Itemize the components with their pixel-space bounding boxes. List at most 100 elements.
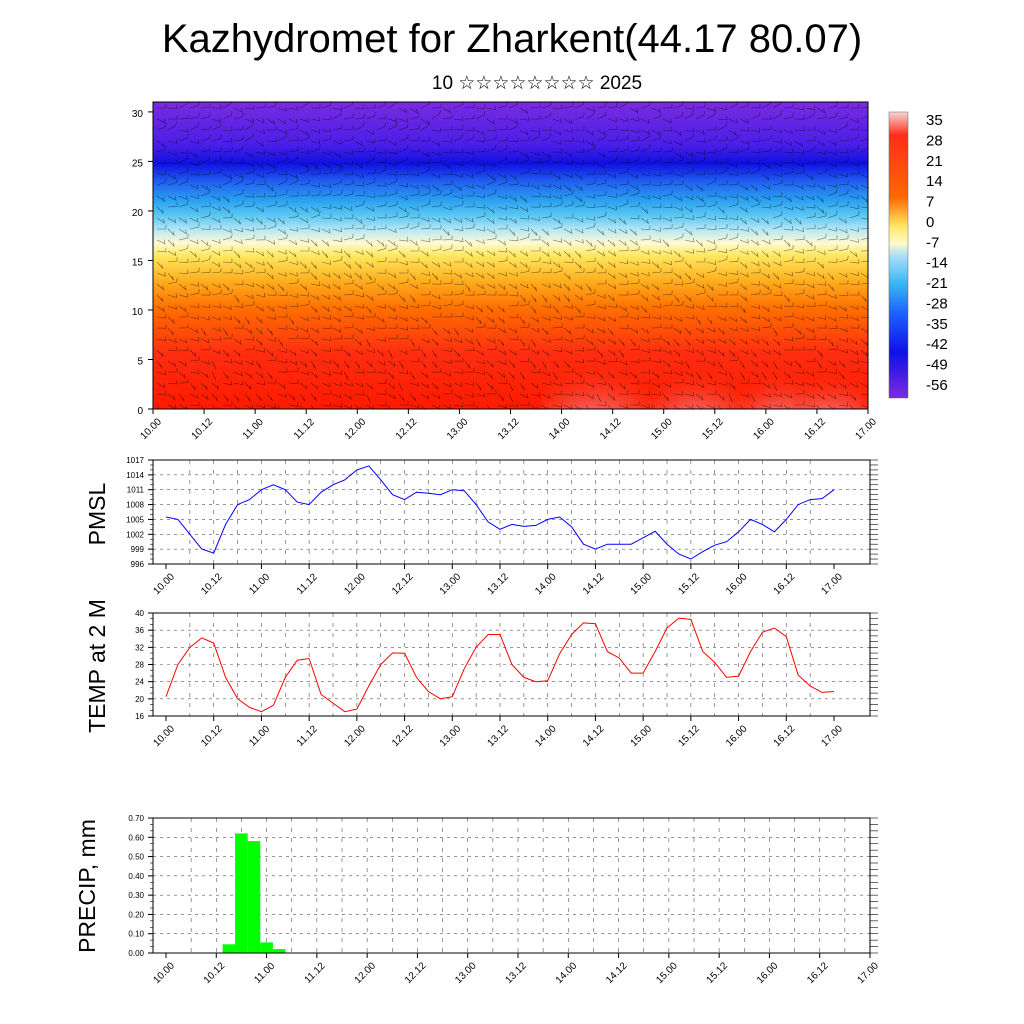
wind-barb [266, 184, 274, 192]
wind-barb [211, 283, 221, 289]
wind-barb [189, 239, 199, 245]
wind-barb [178, 102, 188, 109]
wind-barb [288, 154, 299, 164]
wind-barb [453, 327, 459, 336]
wind-barb [530, 283, 538, 292]
wind-barb [860, 404, 868, 408]
wind-barb [563, 294, 571, 303]
wind-barb [244, 294, 254, 299]
wind-barb [409, 371, 416, 380]
wind-barb [442, 270, 453, 275]
wind-barb [409, 283, 419, 290]
wind-barb [376, 401, 387, 406]
wind-barb [343, 179, 354, 186]
wind-barb [178, 149, 189, 155]
wind-barb [695, 327, 705, 334]
wind-barb [761, 228, 769, 236]
heatmap-y-tick-label: 15 [132, 257, 144, 268]
wind-barb [596, 102, 607, 109]
wind-barb [695, 338, 705, 345]
wind-barb [431, 304, 441, 310]
wind-barb [464, 381, 474, 387]
wind-barb [398, 316, 408, 322]
wind-barb [167, 293, 177, 299]
wind-barb [321, 347, 332, 353]
wind-barb [761, 146, 772, 153]
wind-barb [156, 247, 167, 253]
wind-barb [728, 404, 732, 409]
wind-barb [761, 173, 770, 181]
wind-barb [849, 338, 858, 346]
wind-barb [530, 103, 541, 109]
wind-barb [651, 303, 662, 308]
wind-barb [552, 173, 561, 181]
wind-barb [563, 250, 571, 258]
wind-barb [464, 239, 473, 247]
wind-barb [662, 147, 673, 153]
wind-barb [365, 294, 374, 302]
wind-barb [860, 338, 868, 346]
wind-barb [629, 116, 640, 122]
wind-barb [200, 345, 211, 351]
wind-barb [718, 291, 728, 296]
wind-barb [519, 107, 529, 114]
wind-barb [387, 200, 398, 208]
wind-barb [651, 133, 662, 142]
wind-barb [464, 250, 473, 257]
heatmap-x-tick-label: 10.12 [190, 416, 216, 442]
wind-barb [596, 268, 607, 274]
wind-barb [354, 315, 365, 320]
wind-barb [706, 348, 716, 354]
wind-barb [398, 206, 408, 213]
wind-barb [277, 338, 284, 347]
wind-barb [684, 272, 692, 280]
wind-barb [178, 323, 189, 329]
wind-barb [585, 357, 596, 362]
wind-barb [409, 222, 420, 230]
wind-barb [332, 162, 342, 168]
wind-barb [464, 173, 474, 179]
wind-barb [552, 381, 562, 387]
wind-barb [343, 360, 350, 369]
wind-barb [739, 404, 746, 409]
wind-barb [453, 246, 464, 252]
wind-barb [772, 161, 782, 167]
wind-barb [728, 171, 739, 176]
wind-barb [618, 403, 628, 409]
wind-barb [409, 124, 420, 131]
wind-barb [354, 200, 365, 208]
wind-barb [354, 173, 364, 179]
wind-barb [189, 382, 196, 391]
wind-barb [706, 380, 717, 386]
wind-barb [838, 189, 849, 197]
wind-barb [739, 227, 750, 232]
wind-barb [178, 233, 189, 241]
pmsl-x-tick-label: 12.12 [390, 571, 416, 597]
wind-barb [816, 382, 823, 391]
wind-barb [849, 204, 860, 210]
chart-title: Kazhydromet for Zharkent(44.17 80.07) [161, 17, 863, 61]
wind-barb [244, 316, 251, 325]
wind-barb [497, 393, 504, 402]
wind-barb [211, 250, 221, 256]
temp-y-tick-label: 20 [135, 695, 144, 704]
wind-barb [156, 144, 167, 153]
wind-barb [497, 283, 506, 291]
wind-barb [475, 338, 481, 347]
wind-barb [409, 357, 420, 362]
wind-barb [640, 206, 649, 215]
wind-barb [596, 151, 606, 158]
wind-barb [332, 178, 343, 186]
wind-barb [376, 390, 387, 395]
wind-barb [563, 137, 574, 142]
wind-barb [827, 338, 834, 347]
wind-barb [805, 271, 815, 277]
wind-barb [343, 404, 353, 409]
wind-barb [156, 206, 164, 214]
wind-barb [816, 301, 827, 307]
wind-barb [255, 206, 265, 213]
wind-barb [849, 238, 859, 243]
wind-barb [420, 217, 430, 222]
wind-barb [849, 259, 860, 264]
